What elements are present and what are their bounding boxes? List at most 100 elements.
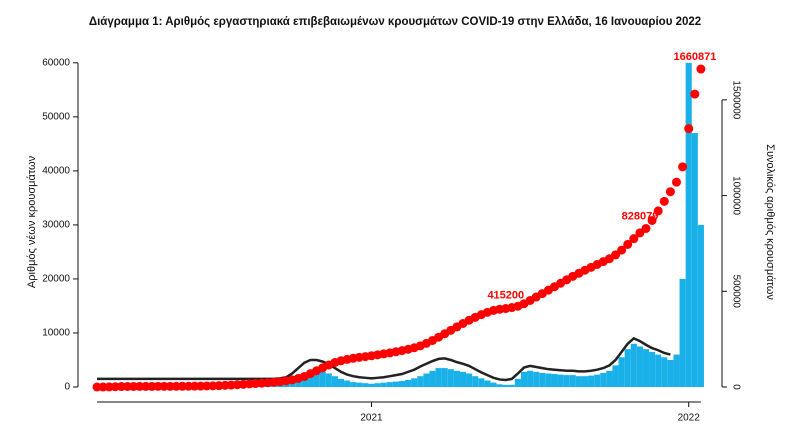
chart-title: Διάγραμμα 1: Αριθμός εργαστηριακά επιβεβ… [89,16,701,28]
bar [575,376,582,387]
y2-tick-label: 500000 [730,275,741,309]
bar [655,354,662,387]
bar [612,365,619,387]
bar [392,381,399,387]
bar [533,371,540,387]
bar [508,384,515,387]
bar [551,374,558,387]
bar [490,382,497,387]
bar [649,351,656,387]
bar [478,378,485,387]
y2-tick-label: 1500000 [730,80,741,119]
bar [472,376,479,387]
bar [441,368,448,387]
cumulative-point [629,234,639,244]
bar [661,357,668,387]
bar [301,375,308,387]
cumulative-point [684,124,694,134]
bar [459,371,467,387]
y-tick-label: 10000 [42,328,70,339]
bar [295,378,302,387]
bar [307,371,314,387]
data-label: 415200 [487,289,524,301]
bar [557,374,564,387]
bar [484,380,491,387]
bar [313,370,320,387]
bar [606,370,613,387]
bar [545,373,552,387]
bar [527,370,534,387]
bar [502,384,509,387]
bar [624,349,631,387]
bar [588,375,595,387]
bar [453,370,460,387]
trend-line [97,336,671,382]
bar [362,383,369,387]
cumulative-point [678,162,688,172]
y-tick-label: 60000 [42,57,70,68]
y-axis-title: Αριθμός νέων κρουσμάτων [26,155,38,288]
bar [569,375,576,387]
y-tick-label: 20000 [42,274,70,285]
bar [405,379,412,387]
bar [380,382,387,387]
cumulative-point [659,196,669,206]
y-tick-label: 0 [64,382,70,393]
bar [325,373,332,387]
bar [429,370,436,387]
y2-tick-label: 1000000 [730,176,741,215]
y2-tick-label: 0 [730,384,741,390]
bar [685,62,692,387]
y-tick-label: 30000 [42,220,70,231]
bar [466,373,473,387]
bar [398,381,406,387]
bar [673,354,680,387]
cumulative-point [617,245,627,255]
bar [368,383,375,387]
cumulative-point [690,89,700,99]
bar [496,384,503,387]
cumulative-point [696,64,706,74]
y-tick-label: 50000 [42,111,70,122]
bar [563,375,570,387]
cumulative-point [665,187,675,197]
cumulative-point [672,177,681,187]
bar [600,372,607,387]
bar [344,380,351,387]
bar [667,359,674,387]
cumulative-point [653,206,663,216]
x-tick-label: 2021 [360,413,383,424]
bar [514,378,521,387]
bar [642,349,650,387]
bar [319,371,326,387]
bar [581,376,589,387]
bar [356,382,363,387]
bar [691,133,698,387]
bar [435,368,442,387]
bar [636,346,643,387]
bar [374,383,381,387]
bar [331,376,338,387]
bar [411,378,418,387]
cumulative-point [647,215,657,225]
bar [350,382,357,387]
x-tick-label: 2022 [678,413,701,424]
bar [386,382,393,387]
y2-axis-title: Συνολικός αριθμός κρουσμάτων [764,144,776,300]
bar [594,374,601,387]
bar [337,378,345,387]
bar [697,224,704,387]
data-label: 1660871 [673,51,716,63]
bar [520,371,528,387]
cumulative-point [623,239,633,249]
bar [630,343,637,387]
bar [539,372,546,387]
bar [618,357,625,387]
bar [447,369,454,387]
y-tick-label: 40000 [42,166,70,177]
bar [423,373,430,387]
cumulative-point [611,250,620,260]
bar [679,278,686,387]
bar [417,376,424,387]
